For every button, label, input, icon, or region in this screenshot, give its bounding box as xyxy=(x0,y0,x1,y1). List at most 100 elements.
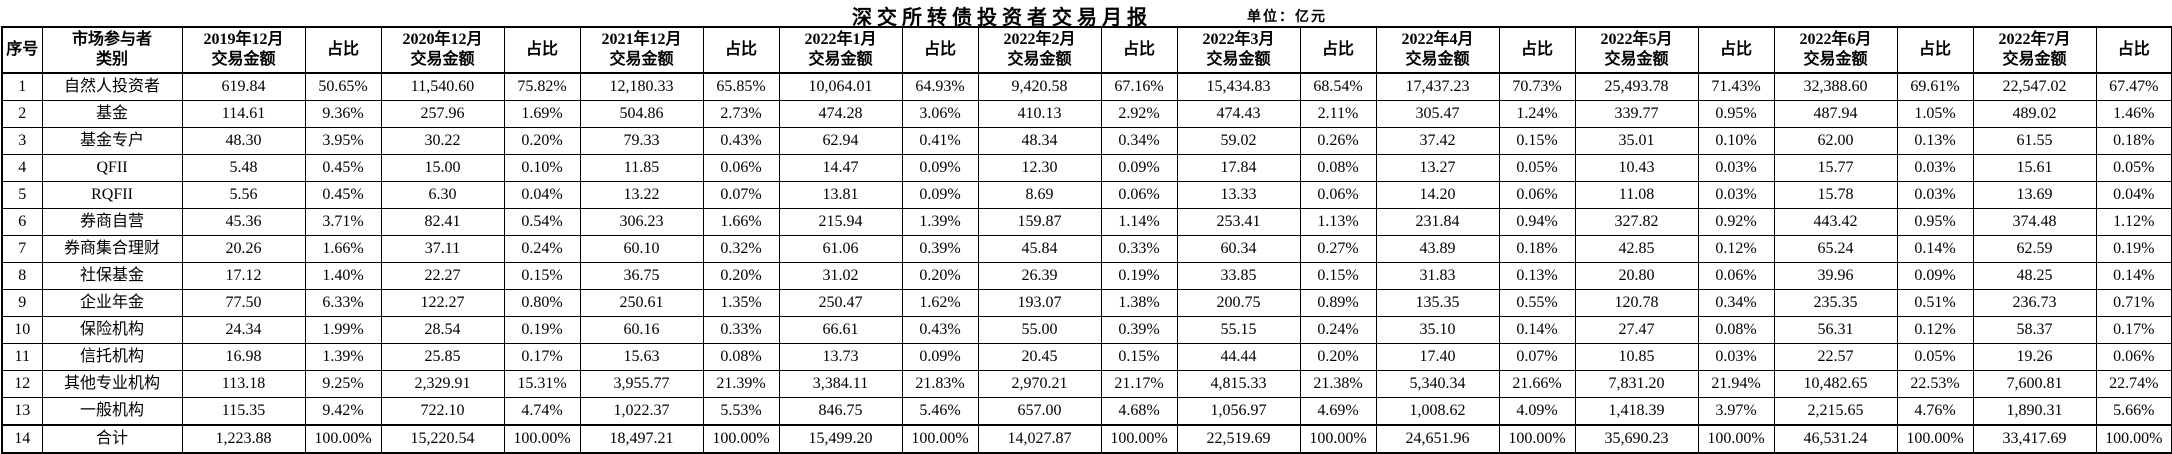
amount-cell: 25.85 xyxy=(380,343,505,371)
ratio-cell: 67.47% xyxy=(2095,72,2172,101)
amount-cell: 24.34 xyxy=(181,316,306,344)
ratio-cell: 0.80% xyxy=(503,289,581,317)
category-cell: 基金专户 xyxy=(41,127,183,155)
seq-cell: 9 xyxy=(1,289,43,317)
amount-cell: 12,180.33 xyxy=(579,72,704,101)
ratio-cell: 0.34% xyxy=(1100,127,1178,155)
ratio-cell: 100.00% xyxy=(2095,424,2172,454)
ratio-cell: 67.16% xyxy=(1100,72,1178,101)
amount-cell: 17.40 xyxy=(1375,343,1500,371)
ratio-cell: 4.69% xyxy=(1299,397,1377,426)
ratio-cell: 100.00% xyxy=(503,424,581,454)
ratio-cell: 3.71% xyxy=(304,208,382,236)
ratio-cell: 0.71% xyxy=(2095,289,2172,317)
amount-cell: 13.69 xyxy=(1972,181,2097,209)
ratio-cell: 1.05% xyxy=(1896,100,1974,128)
amount-cell: 22.27 xyxy=(380,262,505,290)
ratio-cell: 0.03% xyxy=(1896,154,1974,182)
seq-cell: 14 xyxy=(1,424,43,454)
amount-cell: 8.69 xyxy=(977,181,1102,209)
amount-cell: 250.61 xyxy=(579,289,704,317)
header-period-label: 2021年12月 xyxy=(601,31,682,48)
header-category: 市场参与者 类别 xyxy=(41,26,183,74)
amount-cell: 31.83 xyxy=(1375,262,1500,290)
ratio-cell: 0.12% xyxy=(1896,316,1974,344)
category-cell: 社保基金 xyxy=(41,262,183,290)
amount-cell: 35.01 xyxy=(1574,127,1699,155)
ratio-cell: 0.09% xyxy=(901,154,979,182)
amount-cell: 339.77 xyxy=(1574,100,1699,128)
amount-cell: 82.41 xyxy=(380,208,505,236)
ratio-cell: 71.43% xyxy=(1697,72,1775,101)
ratio-cell: 2.73% xyxy=(702,100,780,128)
ratio-cell: 1.14% xyxy=(1100,208,1178,236)
category-cell: 企业年金 xyxy=(41,289,183,317)
ratio-cell: 0.19% xyxy=(2095,235,2172,263)
header-amount-period-8: 2022年5月 交易金额 xyxy=(1574,26,1699,74)
ratio-cell: 100.00% xyxy=(1299,424,1377,454)
ratio-cell: 0.33% xyxy=(1100,235,1178,263)
header-amount-label: 交易金额 xyxy=(410,51,475,68)
ratio-cell: 0.13% xyxy=(1498,262,1576,290)
amount-cell: 2,329.91 xyxy=(380,370,505,398)
amount-cell: 2,970.21 xyxy=(977,370,1102,398)
category-cell: 自然人投资者 xyxy=(41,72,183,101)
amount-cell: 42.85 xyxy=(1574,235,1699,263)
amount-cell: 410.13 xyxy=(977,100,1102,128)
category-cell: 一般机构 xyxy=(41,397,183,426)
category-cell: 券商自营 xyxy=(41,208,183,236)
header-period-label: 2022年2月 xyxy=(1003,31,1076,48)
ratio-cell: 0.05% xyxy=(1498,154,1576,182)
unit-label: 单位：亿元 xyxy=(1247,10,1327,25)
header-amount-period-10: 2022年7月 交易金额 xyxy=(1972,26,2097,74)
amount-cell: 15.00 xyxy=(380,154,505,182)
amount-cell: 10,064.01 xyxy=(778,72,903,101)
amount-cell: 56.31 xyxy=(1773,316,1898,344)
amount-cell: 122.27 xyxy=(380,289,505,317)
amount-cell: 17,437.23 xyxy=(1375,72,1500,101)
amount-cell: 10.85 xyxy=(1574,343,1699,371)
amount-cell: 215.94 xyxy=(778,208,903,236)
table-row: 13 一般机构 115.35 9.42% 722.10 4.74% 1,022.37 5.53… xyxy=(1,397,2172,426)
header-amount-period-1: 2019年12月 交易金额 xyxy=(181,26,306,74)
ratio-cell: 1.69% xyxy=(503,100,581,128)
amount-cell: 12.30 xyxy=(977,154,1102,182)
amount-cell: 14,027.87 xyxy=(977,424,1102,454)
ratio-cell: 0.06% xyxy=(1299,181,1377,209)
header-amount-period-5: 2022年2月 交易金额 xyxy=(977,26,1102,74)
amount-cell: 14.20 xyxy=(1375,181,1500,209)
ratio-cell: 0.08% xyxy=(1697,316,1775,344)
ratio-cell: 6.33% xyxy=(304,289,382,317)
amount-cell: 1,890.31 xyxy=(1972,397,2097,426)
amount-cell: 61.55 xyxy=(1972,127,2097,155)
ratio-cell: 4.68% xyxy=(1100,397,1178,426)
amount-cell: 257.96 xyxy=(380,100,505,128)
amount-cell: 474.28 xyxy=(778,100,903,128)
header-period-label: 2019年12月 xyxy=(203,31,284,48)
amount-cell: 32,388.60 xyxy=(1773,72,1898,101)
ratio-cell: 1.40% xyxy=(304,262,382,290)
ratio-cell: 0.20% xyxy=(901,262,979,290)
amount-cell: 7,831.20 xyxy=(1574,370,1699,398)
ratio-cell: 4.74% xyxy=(503,397,581,426)
category-cell: QFII xyxy=(41,154,183,182)
ratio-cell: 22.53% xyxy=(1896,370,1974,398)
seq-cell: 6 xyxy=(1,208,43,236)
amount-cell: 1,223.88 xyxy=(181,424,306,454)
ratio-cell: 0.14% xyxy=(2095,262,2172,290)
amount-cell: 6.30 xyxy=(380,181,505,209)
ratio-cell: 0.17% xyxy=(503,343,581,371)
table-body: 1 自然人投资者 619.84 50.65% 11,540.60 75.82% 12,180… xyxy=(1,72,2172,454)
header-ratio: 占比 xyxy=(1299,26,1377,74)
amount-cell: 489.02 xyxy=(1972,100,2097,128)
report-title: 深交所转债投资者交易月报 xyxy=(852,7,1152,29)
ratio-cell: 0.09% xyxy=(1896,262,1974,290)
amount-cell: 17.12 xyxy=(181,262,306,290)
amount-cell: 31.02 xyxy=(778,262,903,290)
seq-cell: 1 xyxy=(1,72,43,101)
amount-cell: 7,600.81 xyxy=(1972,370,2097,398)
ratio-cell: 0.03% xyxy=(1697,343,1775,371)
amount-cell: 55.15 xyxy=(1176,316,1301,344)
header-row: 序号 市场参与者 类别 2019年12月 交易金额 占比 2020年12月 交易金额 占比… xyxy=(1,26,2172,74)
amount-cell: 1,022.37 xyxy=(579,397,704,426)
